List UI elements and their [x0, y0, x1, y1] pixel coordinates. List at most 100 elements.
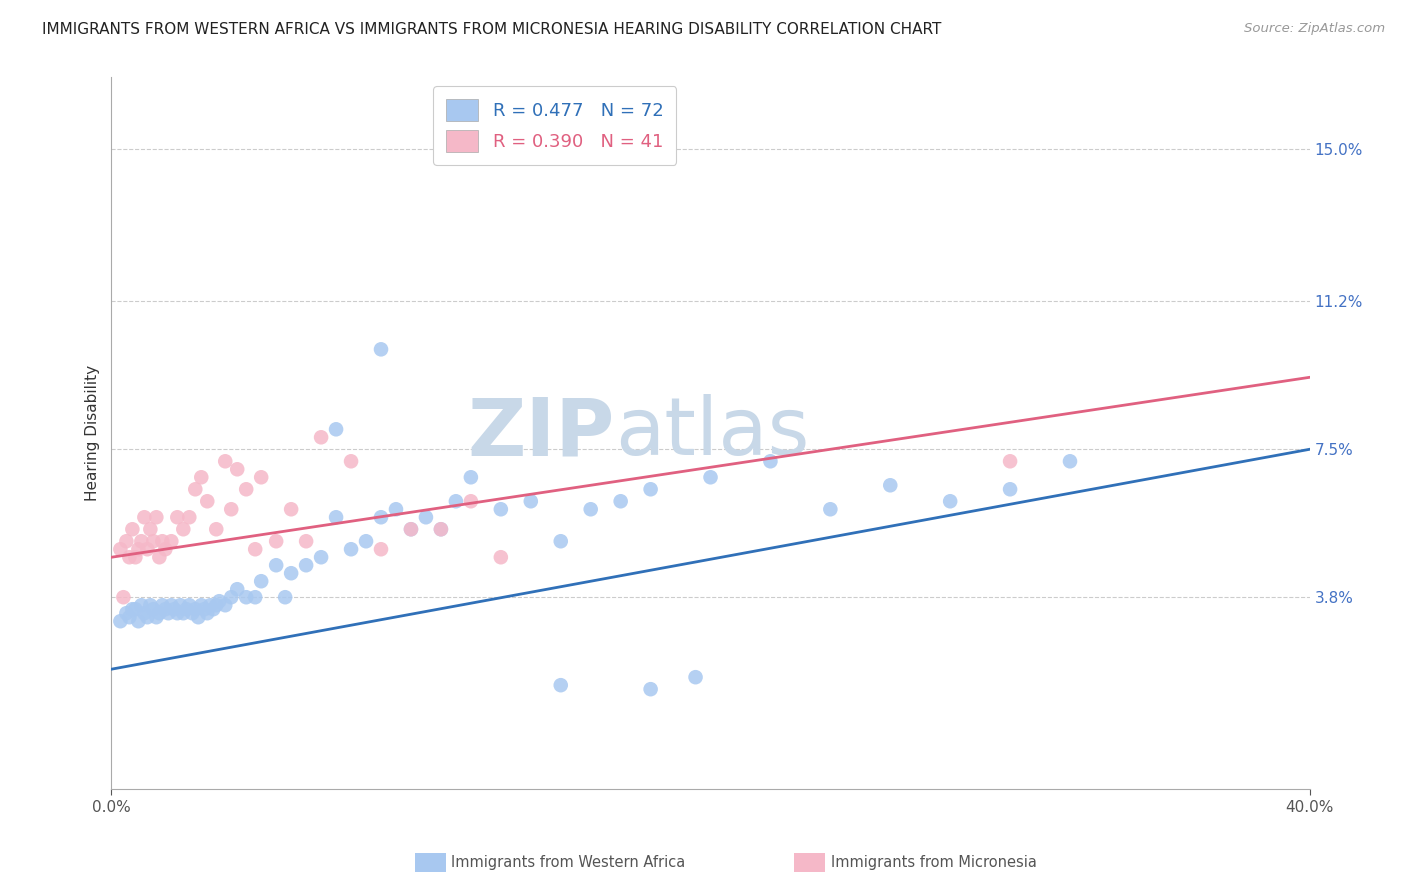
Point: [309, 430, 332, 444]
Point: [134, 510, 156, 524]
Point: [195, 606, 218, 620]
Point: [460, 494, 482, 508]
Text: Source: ZipAtlas.com: Source: ZipAtlas.com: [1244, 22, 1385, 36]
Point: [205, 522, 228, 536]
Point: [399, 522, 422, 536]
Point: [245, 542, 267, 557]
Point: [579, 502, 602, 516]
Point: [250, 574, 273, 589]
Text: ZIP: ZIP: [467, 394, 614, 472]
Point: [340, 454, 363, 468]
Point: [145, 610, 167, 624]
Point: [195, 494, 218, 508]
Point: [520, 494, 543, 508]
Point: [370, 343, 392, 357]
Point: [155, 602, 177, 616]
Point: [640, 483, 662, 497]
Point: [148, 550, 170, 565]
Point: [148, 606, 170, 620]
Point: [939, 494, 962, 508]
Point: [166, 606, 188, 620]
Point: [444, 494, 467, 508]
Y-axis label: Hearing Disability: Hearing Disability: [86, 365, 100, 501]
Point: [179, 510, 201, 524]
Point: [280, 566, 302, 581]
Point: [127, 542, 149, 557]
Point: [145, 510, 167, 524]
Point: [295, 534, 318, 549]
Point: [200, 598, 222, 612]
Point: [219, 502, 242, 516]
Point: [550, 678, 572, 692]
Point: [820, 502, 842, 516]
Point: [640, 682, 662, 697]
Point: [430, 522, 453, 536]
Point: [370, 510, 392, 524]
Point: [110, 614, 132, 628]
Text: atlas: atlas: [614, 394, 808, 472]
Point: [142, 534, 165, 549]
Point: [115, 534, 138, 549]
Point: [325, 422, 347, 436]
Text: IMMIGRANTS FROM WESTERN AFRICA VS IMMIGRANTS FROM MICRONESIA HEARING DISABILITY : IMMIGRANTS FROM WESTERN AFRICA VS IMMIGR…: [42, 22, 942, 37]
Point: [699, 470, 721, 484]
Point: [169, 598, 191, 612]
Point: [415, 510, 437, 524]
Point: [134, 606, 156, 620]
Point: [998, 483, 1021, 497]
Point: [160, 598, 183, 612]
Point: [250, 470, 273, 484]
Point: [139, 522, 162, 536]
Point: [489, 502, 512, 516]
Point: [121, 522, 143, 536]
Point: [214, 598, 236, 612]
Point: [127, 614, 149, 628]
Point: [1059, 454, 1081, 468]
Point: [166, 510, 188, 524]
Point: [187, 610, 209, 624]
Point: [205, 598, 228, 612]
Point: [245, 591, 267, 605]
Point: [879, 478, 901, 492]
Point: [181, 606, 204, 620]
Point: [235, 591, 257, 605]
Point: [112, 591, 135, 605]
Point: [202, 602, 225, 616]
Point: [124, 602, 146, 616]
Point: [136, 542, 159, 557]
Point: [430, 522, 453, 536]
Point: [118, 610, 141, 624]
Point: [115, 606, 138, 620]
Point: [150, 598, 173, 612]
Point: [190, 598, 212, 612]
Point: [226, 462, 249, 476]
Point: [340, 542, 363, 557]
Point: [274, 591, 297, 605]
Point: [190, 470, 212, 484]
Point: [235, 483, 257, 497]
Point: [208, 594, 231, 608]
Point: [550, 534, 572, 549]
Point: [184, 483, 207, 497]
Point: [121, 602, 143, 616]
Point: [295, 558, 318, 573]
Point: [139, 598, 162, 612]
Legend: R = 0.477   N = 72, R = 0.390   N = 41: R = 0.477 N = 72, R = 0.390 N = 41: [433, 87, 676, 165]
Point: [399, 522, 422, 536]
Point: [219, 591, 242, 605]
Point: [354, 534, 377, 549]
Point: [489, 550, 512, 565]
Point: [264, 534, 287, 549]
Point: [150, 534, 173, 549]
Point: [136, 610, 159, 624]
Point: [176, 602, 198, 616]
Point: [226, 582, 249, 597]
Point: [685, 670, 707, 684]
Point: [142, 602, 165, 616]
Point: [118, 550, 141, 565]
Point: [325, 510, 347, 524]
Point: [131, 534, 153, 549]
Point: [460, 470, 482, 484]
Point: [110, 542, 132, 557]
Point: [370, 542, 392, 557]
